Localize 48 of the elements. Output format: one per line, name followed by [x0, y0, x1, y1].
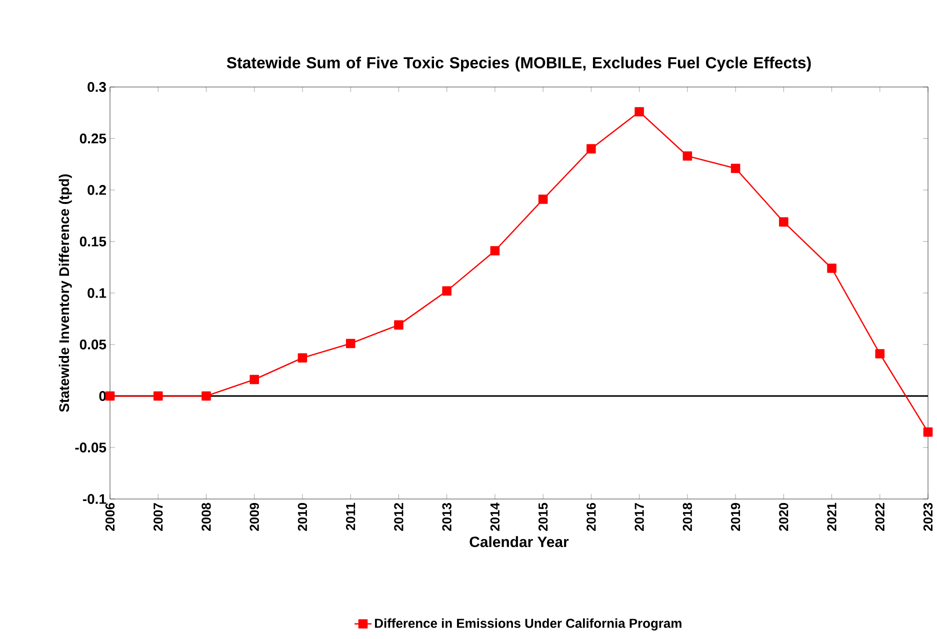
x-tick-label: 2015 — [538, 502, 548, 531]
point — [827, 264, 836, 273]
y-tick-label: 0.25 — [80, 134, 106, 144]
chart-title: Statewide Sum of Five Toxic Species (MOBILE, Excludes Fuel Cycle Effects) — [226, 56, 811, 72]
y-tick-label: 0.15 — [80, 236, 106, 246]
y-tick-label: 0.1 — [88, 288, 106, 298]
x-tick-label: 2013 — [442, 502, 452, 531]
x-tick-label: 2011 — [346, 502, 356, 530]
point — [875, 349, 885, 358]
point — [490, 246, 500, 256]
x-tick-label: 2020 — [779, 503, 788, 531]
legend-label: Difference in Emissions Under California Program — [374, 618, 682, 631]
point — [779, 217, 788, 227]
point — [346, 338, 356, 348]
point — [298, 353, 308, 363]
point — [682, 151, 692, 161]
point — [586, 144, 596, 154]
point — [202, 391, 211, 401]
x-tick-label: 2007 — [154, 503, 163, 531]
point — [538, 194, 548, 204]
y-axis-title: Statewide Inventory Difference (tpd) — [58, 174, 72, 412]
y-tick-label: 0.3 — [88, 82, 106, 92]
x-tick-label: 2017 — [634, 503, 644, 531]
point — [153, 391, 163, 401]
point — [442, 286, 452, 296]
point — [105, 391, 115, 401]
y-tick-label: 0.2 — [88, 185, 106, 195]
x-tick-label: 2019 — [730, 503, 740, 531]
x-tick-label: 2023 — [923, 502, 933, 531]
x-tick-label: 2012 — [394, 503, 404, 531]
y-tick-label: -0.05 — [75, 442, 106, 452]
y-tick-label: -0.1 — [82, 494, 106, 504]
y-tick-label: 0.05 — [80, 340, 106, 350]
x-axis-title: Calendar Year — [470, 536, 569, 548]
x-tick-label: 2018 — [682, 502, 692, 531]
x-tick-label: 2009 — [250, 503, 259, 531]
x-tick-label: 2016 — [586, 502, 596, 531]
x-tick-label: 2008 — [202, 502, 211, 531]
x-tick-label: 2010 — [298, 503, 308, 531]
point — [634, 107, 644, 116]
x-tick-label: 2022 — [875, 503, 884, 531]
point — [730, 164, 740, 174]
point — [923, 427, 933, 437]
x-tick-label: 2014 — [490, 502, 500, 531]
point — [394, 320, 404, 330]
x-tick-label: 2006 — [105, 502, 115, 531]
point — [250, 374, 260, 384]
x-tick-label: 2021 — [827, 502, 836, 531]
